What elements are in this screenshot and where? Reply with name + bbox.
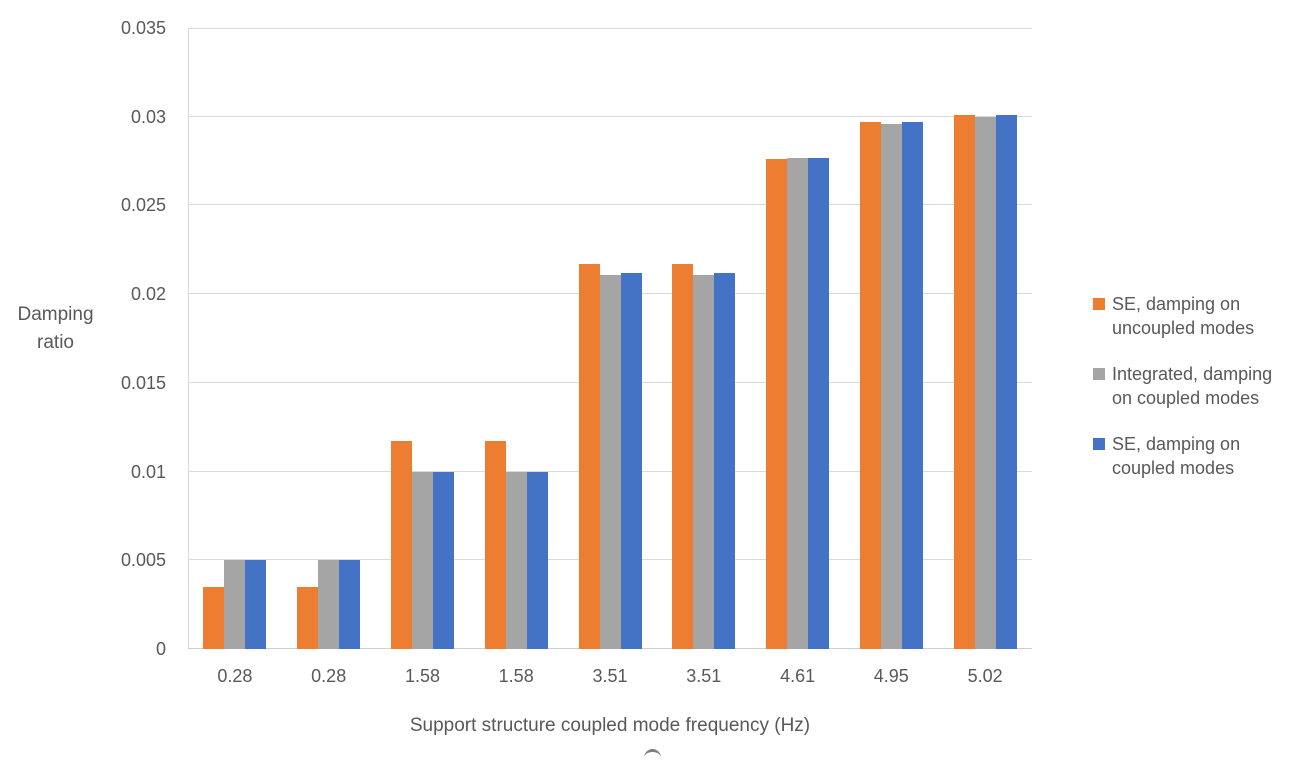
y-tick-label: 0.02 — [130, 284, 166, 304]
bar-series3-group3 — [432, 471, 454, 649]
legend-marker-icon — [1093, 438, 1105, 450]
gridline — [188, 116, 1032, 117]
bar-series2-group1 — [224, 560, 246, 649]
x-tick-label: 5.02 — [967, 666, 1003, 686]
bar-series3-group4 — [526, 471, 548, 649]
bar-series2-group3 — [411, 471, 433, 649]
bar-series3-group1 — [245, 560, 267, 649]
y-axis-title: Damping ratio — [8, 301, 103, 357]
y-tick-label: 0.005 — [120, 550, 166, 570]
x-tick-label: 3.51 — [686, 666, 722, 686]
y-axis-title-line2: ratio — [37, 332, 74, 353]
bar-series1-group1 — [203, 586, 225, 649]
bar-series3-group8 — [901, 122, 923, 649]
bar-series3-group6 — [714, 272, 736, 649]
x-tick-label: 0.28 — [311, 666, 347, 686]
x-axis-title: Support structure coupled mode frequency… — [409, 715, 811, 736]
y-tick-label: 0 — [155, 639, 166, 659]
legend-marker-icon — [1093, 298, 1105, 310]
y-tick-label: 0.015 — [120, 373, 166, 393]
bar-series1-group4 — [484, 441, 506, 649]
y-axis-title-line1: Damping — [17, 304, 94, 325]
legend-entry-3: SE, damping on coupled modes — [1093, 432, 1272, 480]
legend-marker-icon — [1093, 368, 1105, 380]
cutoff-partial-glyph — [644, 749, 661, 758]
x-tick-label: 0.28 — [217, 666, 253, 686]
y-tick-label: 0.025 — [120, 195, 166, 215]
legend-entry-2: Integrated, damping on coupled modes — [1093, 362, 1272, 410]
bar-series2-group5 — [599, 274, 621, 649]
plot-area: 0 0.005 0.01 0.015 0.02 0.025 0.03 0.035 0.28 0.2… — [121, 18, 1032, 686]
bar-series2-group6 — [693, 274, 715, 649]
y-axis-line — [188, 28, 189, 649]
gridline — [188, 204, 1032, 205]
legend: SE, damping on uncoupled modes Integrated,… — [1093, 292, 1272, 480]
bar-series2-group7 — [787, 157, 809, 649]
bar-series2-group2 — [318, 560, 340, 649]
legend-entry-1: SE, damping on uncoupled modes — [1093, 292, 1272, 340]
legend-label: Integrated, damping on coupled modes — [1112, 364, 1273, 408]
bar-series1-group7 — [766, 159, 788, 649]
bar-series1-group9 — [953, 114, 975, 649]
x-tick-label: 1.58 — [498, 666, 534, 686]
gridline — [188, 28, 1032, 29]
x-tick-label: 4.95 — [873, 666, 909, 686]
y-tick-label: 0.035 — [120, 18, 166, 38]
bar-series1-group5 — [578, 264, 600, 649]
bar-series1-group8 — [859, 122, 881, 649]
bar-series2-group8 — [880, 123, 902, 649]
bar-series3-group2 — [339, 560, 361, 649]
bar-series3-group5 — [620, 272, 642, 649]
x-tick-label: 3.51 — [592, 666, 628, 686]
y-tick-label: 0.01 — [130, 462, 166, 482]
bar-series1-group2 — [297, 586, 319, 649]
legend-label: SE, damping on coupled modes — [1112, 434, 1241, 478]
bar-series2-group9 — [974, 116, 996, 649]
bar-series3-group9 — [995, 114, 1017, 649]
bar-series3-group7 — [808, 157, 830, 649]
bar-series1-group3 — [390, 441, 412, 649]
legend-label: SE, damping on uncoupled modes — [1112, 294, 1255, 338]
bar-series2-group4 — [505, 471, 527, 649]
x-tick-label: 4.61 — [780, 666, 816, 686]
x-tick-label: 1.58 — [404, 666, 441, 686]
y-tick-label: 0.03 — [130, 107, 166, 127]
bar-series1-group6 — [672, 264, 694, 649]
